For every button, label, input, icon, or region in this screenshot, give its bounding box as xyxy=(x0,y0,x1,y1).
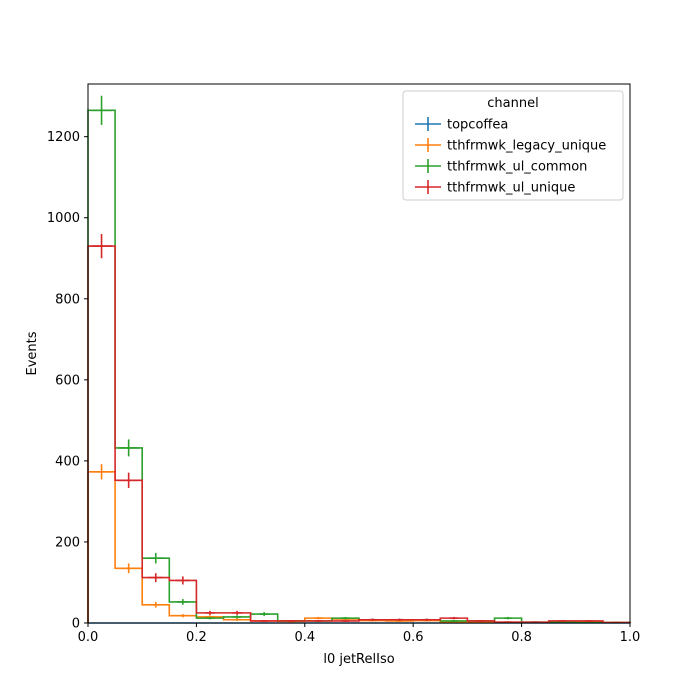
legend-entries: topcoffea tthfrmwk_legacy_unique tthfrmwk_… xyxy=(415,117,606,196)
series-layer xyxy=(87,95,631,624)
legend-entry: tthfrmwk_ul_common xyxy=(415,159,587,175)
plot-frame xyxy=(87,83,631,624)
legend-label: tthfrmwk_ul_common xyxy=(447,160,587,175)
legend-label: tthfrmwk_ul_unique xyxy=(447,181,575,196)
y-axis-label: Events xyxy=(25,331,40,375)
y-tick-label: 400 xyxy=(55,454,80,469)
y-tick-label: 800 xyxy=(55,292,80,307)
y-axis-ticks: 0 200 400 600 800 1000 1200 xyxy=(47,130,88,632)
legend-title: channel xyxy=(487,96,538,111)
y-tick-label: 600 xyxy=(55,373,80,388)
series-tthfrmwk_ul_unique xyxy=(87,233,631,624)
x-axis-ticks: 0.0 0.2 0.4 0.6 0.8 1.0 xyxy=(78,623,641,645)
legend-entry: tthfrmwk_legacy_unique xyxy=(415,138,606,154)
legend-label: tthfrmwk_legacy_unique xyxy=(447,139,606,154)
legend-entry: topcoffea xyxy=(415,117,508,133)
y-tick-label: 0 xyxy=(72,617,80,632)
legend-entry: tthfrmwk_ul_unique xyxy=(415,180,575,196)
y-tick-label: 200 xyxy=(55,535,80,550)
x-tick-label: 0.2 xyxy=(186,630,207,645)
y-tick-label: 1200 xyxy=(47,130,80,145)
x-tick-label: 1.0 xyxy=(620,630,641,645)
legend-box xyxy=(402,90,624,201)
legend-label: topcoffea xyxy=(447,118,508,133)
x-axis-label: l0 jetRelIso xyxy=(323,652,394,667)
x-tick-label: 0.6 xyxy=(403,630,424,645)
x-tick-label: 0.0 xyxy=(78,630,99,645)
y-tick-label: 1000 xyxy=(47,211,80,226)
x-tick-label: 0.8 xyxy=(511,630,532,645)
legend: channel topcoffeatthfrmwk_legacy_uniquet… xyxy=(402,90,624,201)
x-tick-label: 0.4 xyxy=(294,630,315,645)
